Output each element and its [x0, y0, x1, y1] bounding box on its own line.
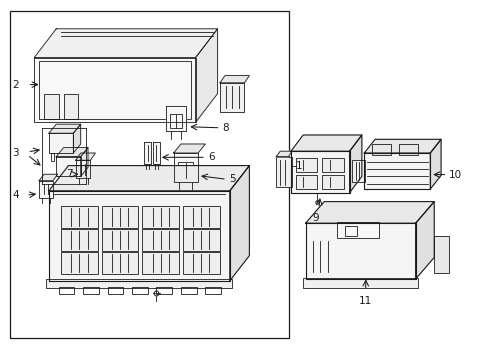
Text: 8: 8: [222, 123, 229, 133]
Bar: [61, 252, 98, 274]
Bar: [433, 236, 448, 273]
Polygon shape: [305, 223, 415, 279]
Bar: [83, 287, 99, 294]
Bar: [102, 229, 138, 251]
Bar: [371, 144, 390, 155]
Polygon shape: [56, 148, 88, 157]
Polygon shape: [290, 135, 361, 151]
Polygon shape: [76, 160, 90, 178]
Polygon shape: [166, 106, 185, 131]
Bar: [398, 144, 417, 155]
Bar: [303, 278, 417, 288]
Bar: [183, 229, 219, 251]
Bar: [295, 175, 317, 189]
Polygon shape: [364, 153, 429, 189]
Polygon shape: [364, 139, 440, 153]
Bar: [107, 287, 123, 294]
Bar: [102, 206, 138, 228]
Bar: [51, 153, 54, 161]
Polygon shape: [429, 139, 440, 189]
Bar: [351, 160, 365, 182]
Text: 3: 3: [12, 148, 19, 158]
Text: 6: 6: [207, 152, 214, 162]
Polygon shape: [34, 29, 217, 58]
Bar: [181, 287, 196, 294]
Bar: [46, 279, 232, 288]
Bar: [57, 153, 60, 161]
Bar: [132, 287, 147, 294]
Polygon shape: [415, 202, 433, 279]
Polygon shape: [56, 157, 81, 176]
Bar: [61, 206, 98, 228]
Bar: [76, 176, 79, 184]
Bar: [142, 252, 179, 274]
Bar: [169, 114, 182, 128]
Bar: [156, 287, 172, 294]
Polygon shape: [173, 153, 198, 182]
Polygon shape: [34, 58, 195, 122]
Polygon shape: [39, 181, 53, 198]
Polygon shape: [220, 76, 249, 83]
Bar: [142, 229, 179, 251]
Polygon shape: [39, 174, 58, 181]
Bar: [344, 226, 356, 236]
Bar: [64, 176, 67, 184]
Polygon shape: [73, 124, 81, 153]
Polygon shape: [153, 142, 160, 164]
Polygon shape: [276, 151, 291, 157]
Bar: [183, 252, 219, 274]
Bar: [70, 176, 73, 184]
Bar: [58, 176, 61, 184]
Bar: [10, 11, 288, 338]
Polygon shape: [144, 142, 151, 164]
Text: 5: 5: [228, 174, 235, 184]
Bar: [39, 61, 190, 119]
Polygon shape: [173, 144, 205, 153]
Bar: [205, 287, 221, 294]
Bar: [322, 158, 343, 172]
Polygon shape: [305, 202, 433, 223]
Polygon shape: [195, 29, 217, 122]
Bar: [44, 94, 59, 119]
Bar: [276, 157, 291, 187]
Text: 4: 4: [12, 190, 19, 200]
Polygon shape: [49, 166, 249, 191]
Polygon shape: [49, 191, 229, 281]
Text: 9: 9: [311, 213, 318, 223]
Polygon shape: [349, 135, 361, 193]
Bar: [62, 153, 66, 161]
Text: 10: 10: [448, 170, 461, 180]
Bar: [295, 158, 317, 172]
Text: 2: 2: [12, 80, 19, 90]
Bar: [63, 94, 78, 119]
Bar: [142, 206, 179, 228]
Polygon shape: [49, 124, 81, 133]
Polygon shape: [49, 133, 73, 153]
Polygon shape: [76, 153, 95, 160]
Text: 11: 11: [358, 296, 372, 306]
Bar: [102, 252, 138, 274]
Bar: [183, 206, 219, 228]
Bar: [59, 287, 74, 294]
Bar: [68, 153, 72, 161]
Polygon shape: [229, 166, 249, 281]
Polygon shape: [81, 148, 88, 176]
Bar: [178, 162, 193, 178]
Bar: [61, 229, 98, 251]
Bar: [322, 175, 343, 189]
Text: 7: 7: [65, 169, 72, 179]
Text: 1: 1: [295, 161, 302, 171]
Polygon shape: [290, 151, 349, 193]
Polygon shape: [220, 83, 244, 112]
Bar: [337, 222, 378, 238]
